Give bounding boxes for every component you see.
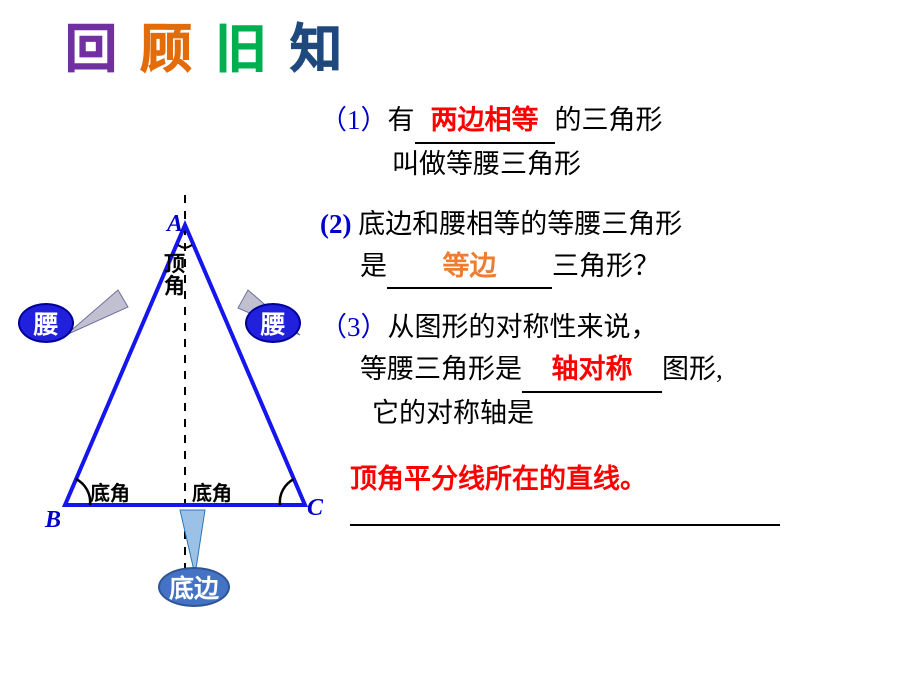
final-answer: 顶角平分线所在的直线。	[350, 457, 900, 496]
apex-arc-left	[178, 245, 185, 248]
apex-arc-right	[185, 245, 192, 248]
triangle-diagram: A B C 顶角 底角 底角 腰 腰 底边	[10, 195, 320, 615]
vertex-a: A	[167, 211, 183, 238]
apex-angle-text: 顶角	[164, 253, 186, 297]
pointer-left-leg	[66, 290, 128, 335]
vertex-c: C	[307, 495, 323, 522]
q2-line1: 底边和腰相等的等腰三角形	[351, 209, 682, 239]
q2-ans: 等边	[443, 251, 497, 281]
q3-post2: 图形,	[662, 354, 723, 384]
base-arc-left	[76, 479, 90, 505]
q1-post: 的三角形	[555, 105, 663, 135]
q1-line2: 叫做等腰三角形	[320, 144, 900, 186]
q3-line3: 它的对称轴是	[320, 393, 900, 435]
vertex-b: B	[45, 507, 61, 534]
base-angle-right: 底角	[192, 477, 232, 506]
question-1: （1）有两边相等的三角形 叫做等腰三角形	[320, 100, 900, 186]
svg-text:顾: 顾	[140, 22, 200, 79]
q3-ans: 轴对称	[552, 354, 633, 384]
base-angle-left: 底角	[90, 477, 130, 506]
q2-num: (2)	[320, 209, 351, 239]
q1-pre: 有	[388, 105, 415, 135]
pointer-base	[180, 510, 205, 575]
final-blank	[350, 500, 780, 526]
q3-line1: 从图形的对称性来说，	[388, 312, 658, 342]
final-answer-block: 顶角平分线所在的直线。	[320, 457, 900, 531]
svg-text:回: 回	[65, 22, 125, 79]
svg-text:知: 知	[290, 21, 350, 79]
q3-num: （3）	[320, 312, 388, 342]
title-svg: 回 顾 旧 知	[65, 15, 425, 85]
callout-base: 底边	[158, 567, 230, 607]
question-3: （3）从图形的对称性来说， 等腰三角形是轴对称图形, 它的对称轴是	[320, 307, 900, 435]
base-arc-right	[280, 479, 294, 505]
apex-angle-label: 顶角	[164, 253, 186, 297]
callout-left-leg: 腰	[18, 303, 74, 343]
q2-pre2: 是	[360, 251, 387, 281]
q1-num: （1）	[320, 105, 388, 135]
content-area: （1）有两边相等的三角形 叫做等腰三角形 (2) 底边和腰相等的等腰三角形 是等…	[320, 100, 900, 531]
q2-post2: 三角形？	[552, 251, 660, 281]
slide-title: 回 顾 旧 知	[65, 15, 425, 98]
svg-text:旧: 旧	[215, 22, 275, 79]
q3-pre2: 等腰三角形是	[360, 354, 522, 384]
callout-right-leg: 腰	[245, 303, 301, 343]
q1-ans: 两边相等	[431, 105, 539, 135]
question-2: (2) 底边和腰相等的等腰三角形 是 等边 三角形？	[320, 204, 900, 290]
